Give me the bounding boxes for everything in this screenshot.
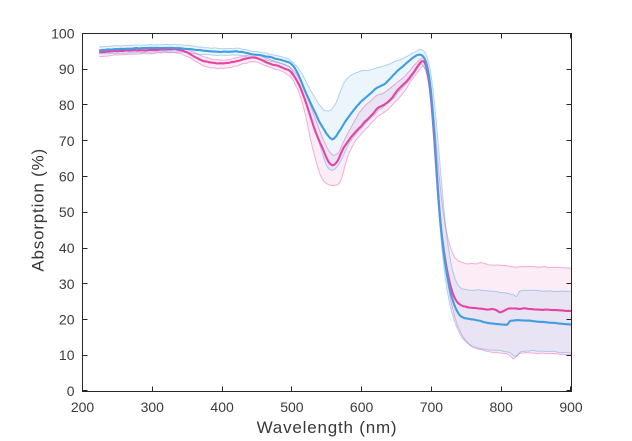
- svg-text:70: 70: [59, 133, 75, 149]
- svg-text:40: 40: [59, 240, 75, 256]
- svg-text:400: 400: [210, 399, 234, 415]
- svg-text:Wavelength (nm): Wavelength (nm): [257, 418, 398, 437]
- svg-text:800: 800: [490, 399, 514, 415]
- svg-text:900: 900: [559, 399, 583, 415]
- svg-text:500: 500: [280, 399, 304, 415]
- svg-text:60: 60: [59, 169, 75, 185]
- svg-text:700: 700: [420, 399, 444, 415]
- svg-text:50: 50: [59, 204, 75, 220]
- svg-text:600: 600: [350, 399, 374, 415]
- svg-text:30: 30: [59, 276, 75, 292]
- svg-text:0: 0: [67, 383, 75, 399]
- svg-text:Absorption (%): Absorption (%): [29, 148, 48, 272]
- svg-text:20: 20: [59, 312, 75, 328]
- svg-text:90: 90: [59, 61, 75, 77]
- svg-text:200: 200: [71, 399, 95, 415]
- svg-text:80: 80: [59, 97, 75, 113]
- svg-text:300: 300: [141, 399, 165, 415]
- svg-text:10: 10: [59, 347, 75, 363]
- svg-text:100: 100: [51, 26, 75, 42]
